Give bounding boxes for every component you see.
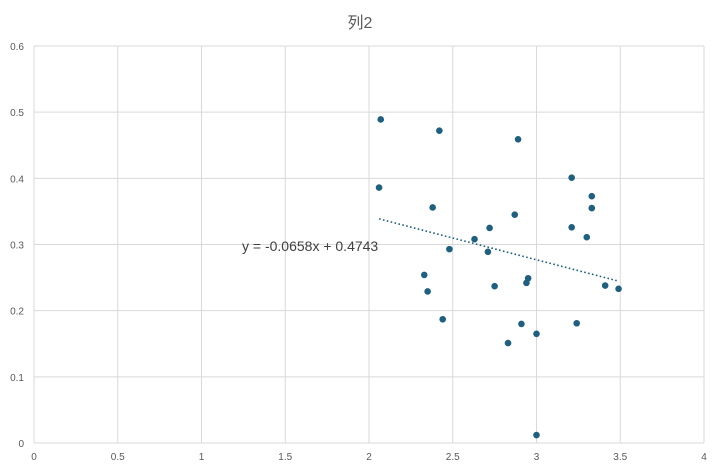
data-point-7 bbox=[486, 224, 493, 232]
y-tick-label: 0.6 bbox=[10, 42, 24, 53]
data-point-19 bbox=[533, 431, 540, 439]
x-tick-label: 3 bbox=[534, 452, 540, 463]
x-tick-label: 3.5 bbox=[613, 452, 627, 463]
data-point-27 bbox=[573, 319, 580, 327]
data-point-20 bbox=[568, 174, 575, 181]
data-point-0 bbox=[377, 116, 385, 123]
data-point-16 bbox=[518, 320, 525, 328]
y-axis: 0 0.1 0.2 0.3 0.4 0.5 0.6 bbox=[10, 42, 24, 450]
data-point-26 bbox=[615, 285, 622, 293]
data-point-3 bbox=[429, 204, 436, 211]
data-point-2 bbox=[375, 184, 383, 191]
data-point-23 bbox=[568, 223, 575, 231]
data-point-9 bbox=[446, 245, 453, 253]
trendline-equation: y = -0.0658x + 0.4743 bbox=[242, 238, 378, 254]
data-point-14 bbox=[524, 274, 532, 282]
data-point-5 bbox=[511, 211, 519, 219]
data-point-6 bbox=[471, 235, 478, 243]
y-tick-label: 0.4 bbox=[10, 174, 24, 185]
x-tick-label: 2 bbox=[366, 452, 372, 463]
y-tick-label: 0.5 bbox=[10, 108, 24, 119]
chart-title: 列2 bbox=[348, 14, 373, 32]
data-point-21 bbox=[588, 192, 596, 200]
data-point-24 bbox=[583, 233, 591, 241]
x-tick-label: 2.5 bbox=[446, 452, 460, 463]
data-point-15 bbox=[439, 315, 447, 323]
x-tick-label: 0.5 bbox=[111, 452, 125, 463]
data-point-8 bbox=[484, 248, 492, 256]
y-tick-label: 0.3 bbox=[10, 241, 24, 252]
y-tick-label: 0 bbox=[18, 439, 24, 450]
data-point-25 bbox=[601, 282, 609, 289]
data-point-4 bbox=[514, 135, 522, 143]
data-point-22 bbox=[588, 204, 596, 212]
x-tick-label: 4 bbox=[701, 452, 707, 463]
trendline-group bbox=[378, 218, 618, 282]
series-points bbox=[375, 116, 622, 439]
y-tick-label: 0.2 bbox=[10, 307, 24, 318]
data-point-17 bbox=[504, 339, 512, 347]
x-tick-label: 1 bbox=[199, 452, 205, 463]
x-tick-label: 0 bbox=[31, 452, 37, 463]
y-tick-label: 0.1 bbox=[10, 373, 24, 384]
trendline bbox=[378, 218, 618, 282]
x-axis: 0 0.5 1 1.5 2 2.5 3 3.5 4 bbox=[31, 452, 707, 463]
data-point-10 bbox=[420, 271, 428, 279]
data-point-12 bbox=[491, 282, 498, 290]
data-point-11 bbox=[424, 288, 431, 295]
data-point-18 bbox=[533, 330, 540, 338]
data-point-1 bbox=[436, 127, 443, 134]
x-tick-label: 1.5 bbox=[278, 452, 292, 463]
grid bbox=[33, 45, 705, 444]
